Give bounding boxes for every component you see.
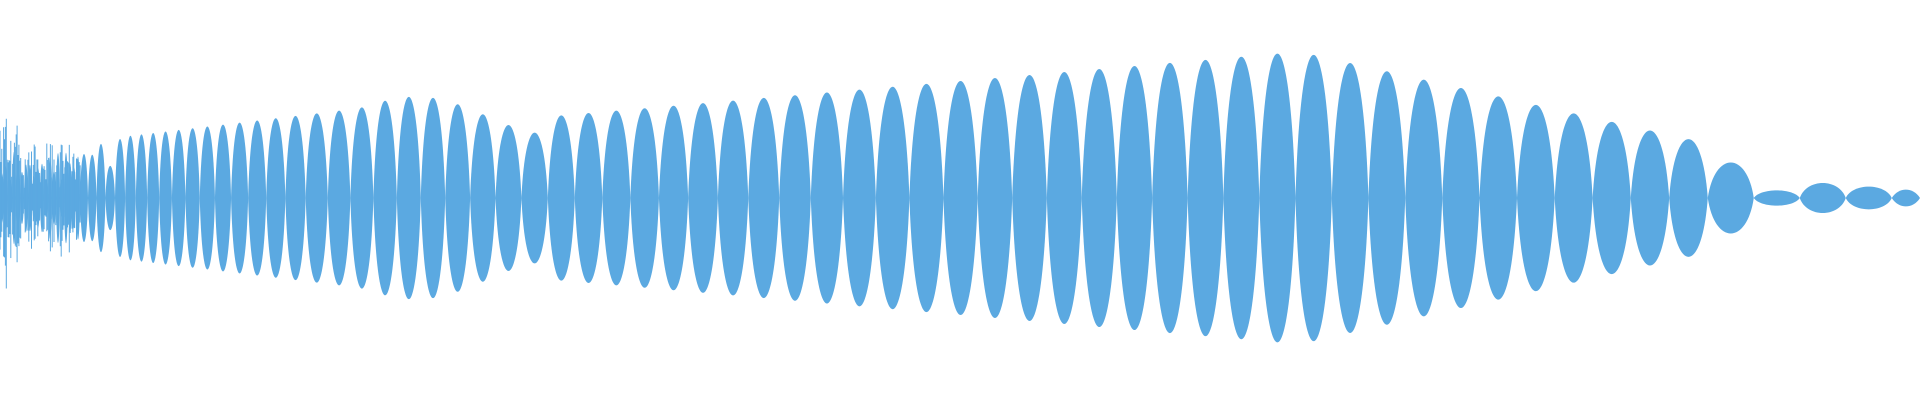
waveform-lobe — [978, 78, 1012, 318]
waveform-lobe — [1754, 190, 1800, 205]
waveform-lobe — [1152, 63, 1188, 333]
waveform-lobe — [1593, 122, 1631, 274]
waveform-lobe — [1555, 113, 1593, 282]
waveform-lobe — [1047, 72, 1082, 324]
waveform-lobe — [200, 126, 215, 269]
waveform-lobe — [943, 81, 977, 315]
waveform-lobes — [0, 54, 1920, 343]
waveform-lobe — [1517, 105, 1555, 291]
waveform-lobe — [1892, 190, 1920, 207]
waveform-lobe — [445, 104, 470, 292]
waveform-lobe — [779, 95, 811, 301]
waveform-lobe — [125, 136, 136, 261]
waveform-lobe — [521, 133, 547, 264]
waveform-lobe — [185, 128, 199, 268]
waveform-lobe — [115, 139, 125, 257]
waveform-lobe — [373, 101, 396, 296]
waveform-lobe — [659, 106, 688, 291]
waveform-lobe — [147, 133, 159, 263]
waveform-lobe — [96, 144, 105, 252]
waveform-lobe — [88, 155, 96, 241]
waveform-lobe — [1223, 57, 1259, 340]
waveform-lobe — [1188, 60, 1224, 336]
waveform-lobe — [1082, 69, 1117, 327]
waveform-lobe — [843, 90, 876, 307]
waveform-lobe — [909, 84, 943, 312]
waveform-lobe — [470, 114, 495, 281]
waveform-lobe — [688, 103, 718, 293]
waveform-lobe — [328, 111, 351, 286]
waveform-lobe — [575, 113, 602, 283]
waveform-lobe — [876, 87, 910, 309]
waveform-lobe — [1117, 66, 1152, 330]
waveform-lobe — [136, 134, 147, 261]
waveform-lobe — [266, 118, 285, 277]
waveform-lobe — [548, 115, 575, 280]
waveform-lobe — [748, 98, 779, 298]
waveform-lobe — [215, 125, 231, 272]
waveform-lobe — [1846, 187, 1892, 210]
waveform-lobe — [630, 108, 659, 288]
waveform-lobe — [1708, 163, 1754, 234]
waveform-lobe — [350, 107, 373, 288]
waveform-lobe — [421, 98, 445, 298]
waveform-lobe — [1368, 71, 1405, 324]
waveform-lobe — [1259, 54, 1295, 343]
waveform-lobe — [231, 123, 248, 274]
waveform-lobe — [718, 101, 748, 296]
waveform-lobe — [1405, 80, 1442, 317]
waveform-lobe — [1295, 55, 1331, 341]
waveform-lobe — [1480, 96, 1517, 299]
waveform-lobe — [1800, 183, 1846, 213]
waveform-lobe — [306, 113, 328, 282]
waveform-noise — [0, 119, 80, 289]
waveform-lobe — [1631, 130, 1669, 265]
waveform-lobe — [159, 131, 172, 264]
waveform-lobe — [1012, 75, 1047, 321]
waveform-lobe — [1442, 88, 1479, 308]
waveform-lobe — [496, 125, 522, 271]
waveform-lobe — [1669, 139, 1708, 257]
waveform-lobe — [172, 130, 186, 266]
waveform-lobe — [105, 166, 115, 230]
waveform-lobe — [248, 120, 266, 275]
waveform-lobe — [397, 97, 421, 299]
waveform-lobe — [80, 154, 88, 242]
waveform-lobe — [602, 111, 630, 286]
waveform-lobe — [285, 116, 305, 280]
waveform-lobe — [1332, 63, 1369, 333]
waveform-lobe — [811, 92, 843, 303]
